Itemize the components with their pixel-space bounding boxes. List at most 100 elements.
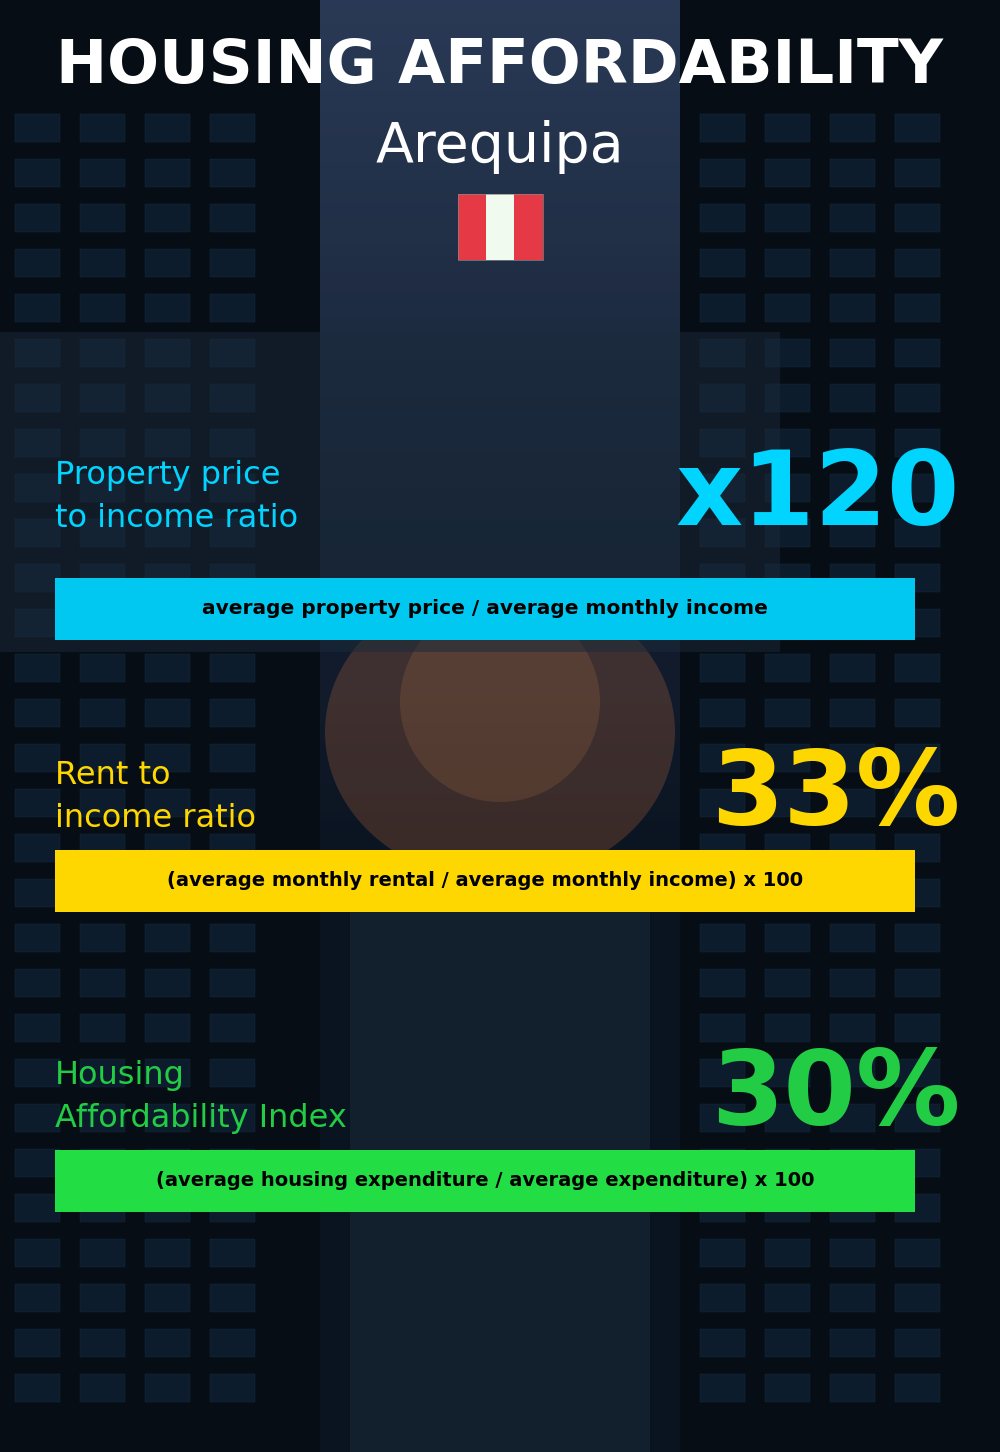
Bar [895, 1013, 940, 1043]
Bar [765, 968, 810, 998]
Bar [80, 653, 125, 682]
Bar [80, 293, 125, 322]
Bar [700, 743, 745, 772]
Bar [80, 428, 125, 457]
Bar [210, 203, 255, 232]
Bar [700, 788, 745, 817]
Bar [765, 563, 810, 592]
Bar [80, 1239, 125, 1268]
Bar [15, 1239, 60, 1268]
Bar [830, 115, 875, 142]
Text: (average monthly rental / average monthly income) x 100: (average monthly rental / average monthl… [167, 871, 803, 890]
Bar [830, 968, 875, 998]
Bar [830, 203, 875, 232]
Bar [830, 1059, 875, 1088]
Bar [210, 248, 255, 277]
Bar [765, 923, 810, 953]
Bar [145, 518, 190, 547]
Bar [895, 563, 940, 592]
Bar [210, 878, 255, 908]
Bar [210, 653, 255, 682]
Bar [700, 698, 745, 727]
Bar [700, 878, 745, 908]
Bar [765, 833, 810, 862]
Bar [80, 1194, 125, 1223]
Bar [210, 1104, 255, 1133]
Bar [765, 788, 810, 817]
Bar [80, 788, 125, 817]
Bar [210, 1059, 255, 1088]
Bar [145, 833, 190, 862]
Bar [700, 1149, 745, 1178]
Bar [80, 1374, 125, 1403]
Bar [210, 293, 255, 322]
Ellipse shape [325, 582, 675, 881]
Bar [895, 833, 940, 862]
Text: Arequipa: Arequipa [376, 121, 624, 174]
Bar [15, 1013, 60, 1043]
Bar [80, 1284, 125, 1313]
Bar [700, 383, 745, 412]
Bar [80, 1059, 125, 1088]
Bar [55, 578, 915, 640]
Bar [895, 968, 940, 998]
Bar [700, 203, 745, 232]
Bar [765, 518, 810, 547]
Bar [765, 1329, 810, 1358]
Bar [80, 203, 125, 232]
Bar [895, 518, 940, 547]
Bar [895, 923, 940, 953]
Bar [895, 788, 940, 817]
Bar [700, 1059, 745, 1088]
Bar [765, 1059, 810, 1088]
Bar [15, 878, 60, 908]
Bar [15, 203, 60, 232]
Bar [210, 698, 255, 727]
Bar [210, 833, 255, 862]
Bar [145, 1329, 190, 1358]
Bar [700, 1104, 745, 1133]
Bar [210, 473, 255, 502]
Bar [0, 333, 780, 652]
Bar [15, 1104, 60, 1133]
Bar [700, 518, 745, 547]
Bar [830, 518, 875, 547]
Bar [80, 833, 125, 862]
Bar [15, 563, 60, 592]
Bar [895, 608, 940, 637]
Bar [765, 203, 810, 232]
Bar [80, 1149, 125, 1178]
Bar [895, 293, 940, 322]
Bar [80, 878, 125, 908]
Bar [895, 1329, 940, 1358]
Bar [895, 1149, 940, 1178]
Bar [830, 878, 875, 908]
Ellipse shape [400, 603, 600, 802]
Bar [830, 248, 875, 277]
Bar [765, 338, 810, 367]
Bar [895, 698, 940, 727]
Bar [765, 115, 810, 142]
Bar [0, 0, 320, 1452]
Text: Property price
to income ratio: Property price to income ratio [55, 460, 298, 534]
Bar [895, 653, 940, 682]
Bar [895, 1284, 940, 1313]
Bar [210, 338, 255, 367]
Bar [830, 563, 875, 592]
Bar [145, 115, 190, 142]
Bar [765, 293, 810, 322]
Bar [895, 878, 940, 908]
Bar [700, 248, 745, 277]
Bar [145, 1239, 190, 1268]
Bar [145, 788, 190, 817]
Bar [145, 1104, 190, 1133]
Bar [145, 338, 190, 367]
Bar [15, 1149, 60, 1178]
Text: Housing
Affordability Index: Housing Affordability Index [55, 1060, 347, 1134]
Bar [15, 115, 60, 142]
Bar [80, 338, 125, 367]
Bar [145, 293, 190, 322]
Bar [145, 203, 190, 232]
Bar [830, 1284, 875, 1313]
Bar [895, 115, 940, 142]
